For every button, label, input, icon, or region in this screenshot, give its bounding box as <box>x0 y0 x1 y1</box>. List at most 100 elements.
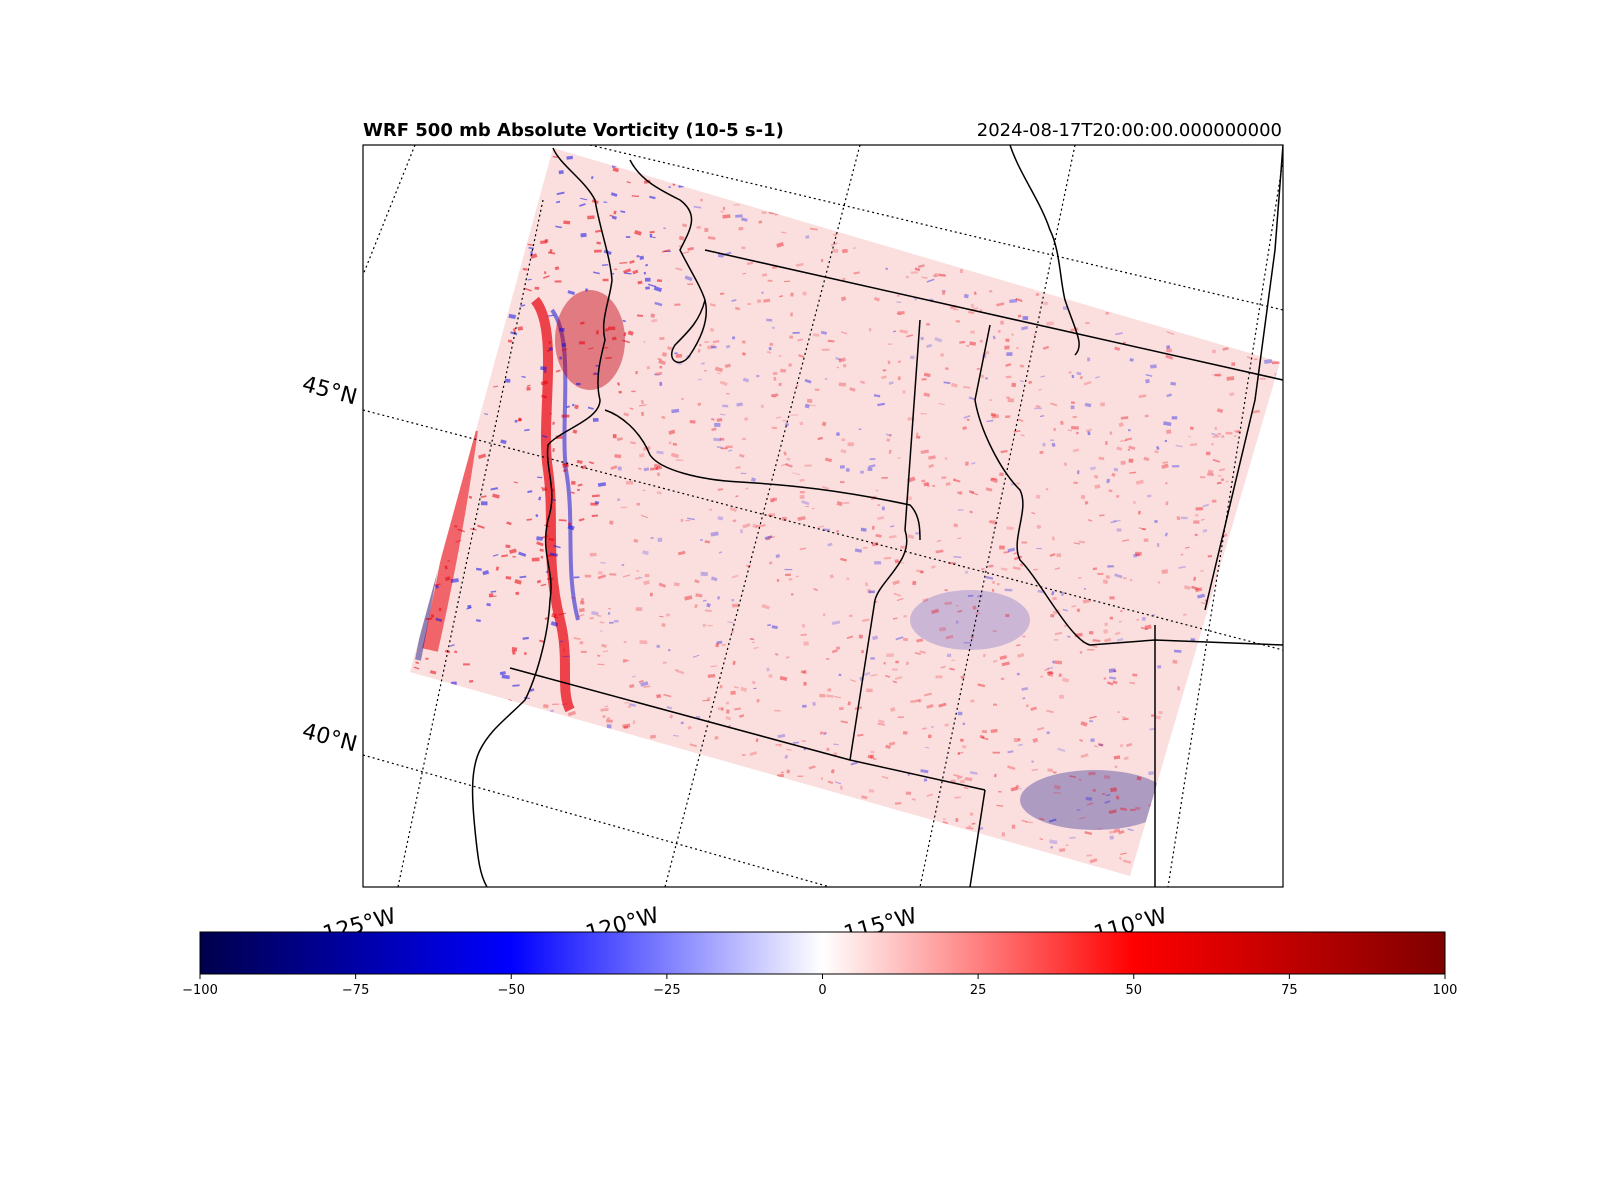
vorticity-speckle <box>1087 649 1095 651</box>
vorticity-speckle <box>597 482 607 487</box>
vorticity-speckle <box>809 227 818 231</box>
vorticity-speckle <box>741 246 746 250</box>
vorticity-speckle <box>1015 784 1020 789</box>
vorticity-speckle <box>803 641 809 646</box>
vorticity-speckle <box>812 701 816 706</box>
vorticity-speckle <box>505 576 512 580</box>
vorticity-speckle <box>960 675 965 679</box>
vorticity-speckle <box>1085 428 1093 432</box>
vorticity-speckle <box>512 555 516 558</box>
vorticity-speckle <box>740 686 747 692</box>
vorticity-speckle <box>1095 376 1100 379</box>
vorticity-speckle <box>574 404 579 410</box>
vorticity-speckle <box>592 372 596 376</box>
vorticity-speckle <box>636 570 640 572</box>
vorticity-speckle <box>788 577 793 581</box>
vorticity-speckle <box>657 537 663 543</box>
vorticity-speckle <box>590 175 594 180</box>
vorticity-speckle <box>450 578 459 583</box>
wa-or-border <box>604 409 921 541</box>
vorticity-speckle <box>611 272 615 275</box>
vorticity-speckle <box>1000 449 1008 454</box>
vorticity-speckle <box>956 620 959 624</box>
vorticity-speckle <box>548 537 555 542</box>
vorticity-speckle <box>667 648 671 652</box>
vorticity-speckle <box>725 701 730 705</box>
vorticity-speckle <box>1050 402 1058 407</box>
vorticity-speckle <box>558 519 567 522</box>
vorticity-speckle <box>935 549 944 554</box>
vorticity-speckle <box>1046 709 1054 714</box>
vorticity-speckle <box>883 557 892 560</box>
vorticity-speckle <box>989 399 992 401</box>
vorticity-speckle <box>1086 357 1091 362</box>
vorticity-speckle <box>900 545 905 549</box>
vorticity-speckle <box>1140 626 1148 631</box>
vorticity-speckle <box>604 705 609 708</box>
vorticity-speckle <box>893 592 902 597</box>
vorticity-speckle <box>527 278 532 281</box>
vorticity-speckle <box>768 674 773 678</box>
vorticity-speckle <box>990 728 998 734</box>
vorticity-speckle <box>942 820 949 825</box>
vorticity-speckle <box>706 602 711 608</box>
vorticity-speckle <box>562 468 567 473</box>
vorticity-speckle <box>678 245 682 248</box>
vorticity-speckle <box>508 313 517 320</box>
vorticity-speckle <box>970 303 975 309</box>
vorticity-speckle <box>1021 541 1027 544</box>
vorticity-speckle <box>1103 629 1109 634</box>
vorticity-speckle <box>1018 418 1024 422</box>
vorticity-speckle <box>812 507 815 510</box>
vorticity-speckle <box>756 299 762 304</box>
vorticity-speckle <box>673 734 679 737</box>
vorticity-speckle <box>1062 608 1068 612</box>
vorticity-speckle <box>734 306 741 311</box>
vorticity-speckle <box>1069 775 1077 778</box>
vorticity-speckle <box>1087 519 1093 522</box>
vorticity-speckle <box>1178 565 1186 569</box>
vorticity-speckle <box>1129 681 1136 685</box>
vorticity-speckle <box>596 241 601 245</box>
vorticity-speckle <box>579 321 585 325</box>
vorticity-speckle <box>732 660 736 666</box>
vorticity-speckle <box>953 556 962 559</box>
vorticity-speckle <box>544 239 549 243</box>
vorticity-speckle <box>1194 533 1198 537</box>
vorticity-speckle <box>482 570 490 576</box>
vorticity-speckle <box>766 318 773 322</box>
vorticity-speckle <box>990 412 997 417</box>
vorticity-speckle <box>976 367 980 371</box>
lon-125-gridline <box>397 199 544 887</box>
vorticity-speckle <box>561 343 567 347</box>
vorticity-speckle <box>589 617 594 620</box>
vorticity-speckle <box>599 621 605 624</box>
vorticity-speckle <box>554 266 560 271</box>
vorticity-speckle <box>1174 649 1182 653</box>
vorticity-speckle <box>922 597 929 603</box>
vorticity-speckle <box>1107 565 1114 568</box>
vorticity-speckle <box>707 236 716 240</box>
vorticity-speckle <box>1165 501 1169 506</box>
vorticity-speckle <box>871 541 879 547</box>
colorbar-tick-label: −25 <box>653 983 680 998</box>
vorticity-speckle <box>1193 576 1197 582</box>
vorticity-speckle <box>509 548 517 554</box>
vorticity-speckle <box>719 437 725 441</box>
vorticity-speckle <box>1076 371 1082 376</box>
vorticity-speckle <box>689 743 697 748</box>
vorticity-speckle <box>797 338 804 342</box>
vorticity-speckle <box>943 381 951 385</box>
vorticity-speckle <box>1019 562 1024 567</box>
vorticity-speckle <box>720 413 726 416</box>
vorticity-speckle <box>1040 675 1044 678</box>
vorticity-speckle <box>1031 511 1036 515</box>
vorticity-speckle <box>886 653 894 657</box>
vorticity-speckle <box>1146 494 1152 498</box>
vorticity-speckle <box>668 186 671 188</box>
vorticity-speckle <box>577 483 583 487</box>
vorticity-speckle <box>1145 374 1153 377</box>
vorticity-speckle <box>1207 555 1213 558</box>
vorticity-speckle <box>580 601 585 605</box>
vorticity-speckle <box>1028 380 1033 385</box>
